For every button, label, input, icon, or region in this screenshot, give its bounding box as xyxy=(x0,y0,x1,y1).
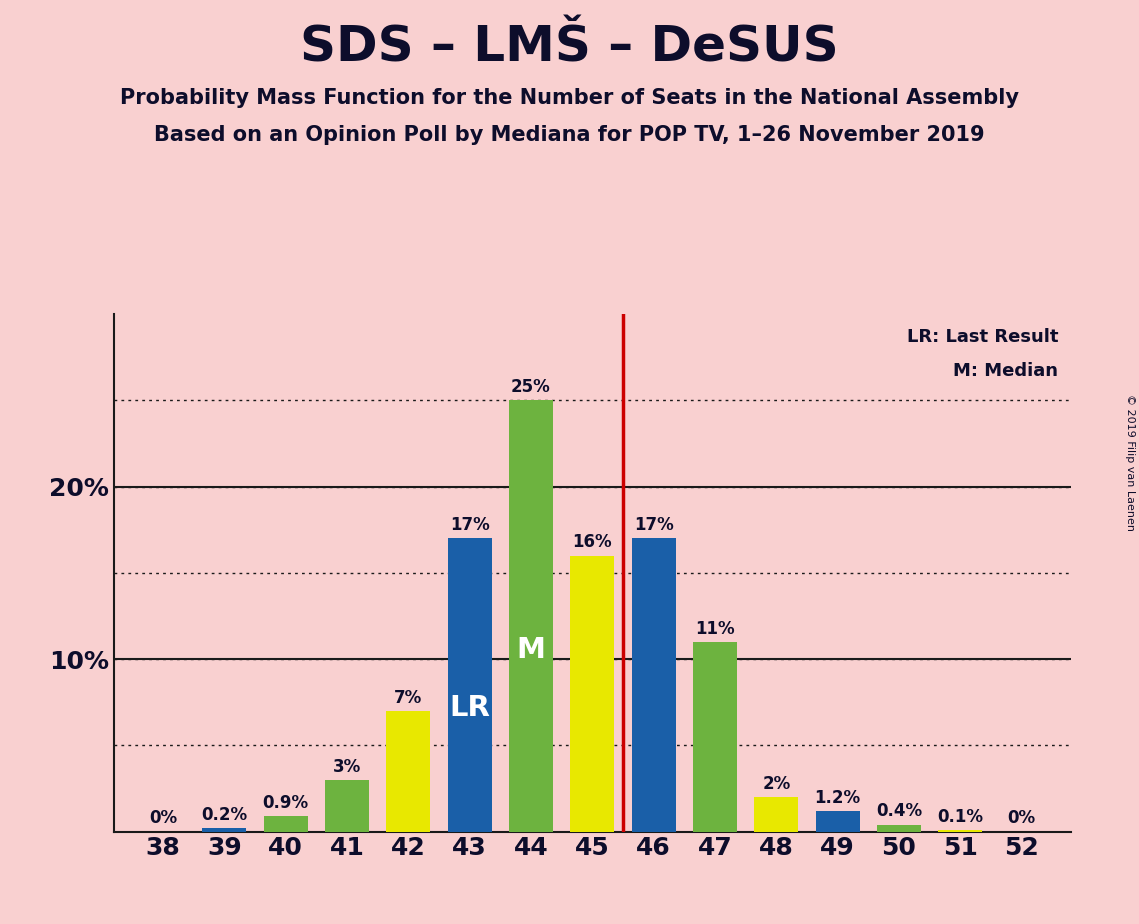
Text: 25%: 25% xyxy=(511,378,551,396)
Bar xyxy=(754,797,798,832)
Bar xyxy=(325,780,369,832)
Text: M: M xyxy=(516,637,546,664)
Bar xyxy=(693,642,737,832)
Text: 3%: 3% xyxy=(333,758,361,775)
Bar xyxy=(386,711,431,832)
Text: 17%: 17% xyxy=(633,517,673,534)
Bar xyxy=(631,539,675,832)
Text: 0.1%: 0.1% xyxy=(937,808,983,825)
Text: 1.2%: 1.2% xyxy=(814,788,861,807)
Bar xyxy=(571,555,614,832)
Text: M: Median: M: Median xyxy=(953,362,1058,381)
Text: Based on an Opinion Poll by Mediana for POP TV, 1–26 November 2019: Based on an Opinion Poll by Mediana for … xyxy=(154,125,985,145)
Text: 0%: 0% xyxy=(1008,809,1035,827)
Bar xyxy=(263,816,308,832)
Text: 2%: 2% xyxy=(762,775,790,793)
Bar xyxy=(816,811,860,832)
Text: LR: LR xyxy=(449,695,490,723)
Text: 0%: 0% xyxy=(149,809,177,827)
Text: SDS – LMŠ – DeSUS: SDS – LMŠ – DeSUS xyxy=(301,23,838,71)
Text: Probability Mass Function for the Number of Seats in the National Assembly: Probability Mass Function for the Number… xyxy=(120,88,1019,108)
Text: © 2019 Filip van Laenen: © 2019 Filip van Laenen xyxy=(1125,394,1134,530)
Bar xyxy=(509,400,554,832)
Bar xyxy=(203,828,246,832)
Text: 16%: 16% xyxy=(573,533,612,552)
Text: LR: Last Result: LR: Last Result xyxy=(907,328,1058,346)
Bar xyxy=(877,825,921,832)
Text: 11%: 11% xyxy=(695,620,735,638)
Bar xyxy=(939,830,982,832)
Text: 7%: 7% xyxy=(394,688,423,707)
Text: 17%: 17% xyxy=(450,517,490,534)
Bar xyxy=(448,539,492,832)
Text: 0.2%: 0.2% xyxy=(202,806,247,824)
Text: 0.4%: 0.4% xyxy=(876,802,921,821)
Text: 0.9%: 0.9% xyxy=(263,794,309,812)
